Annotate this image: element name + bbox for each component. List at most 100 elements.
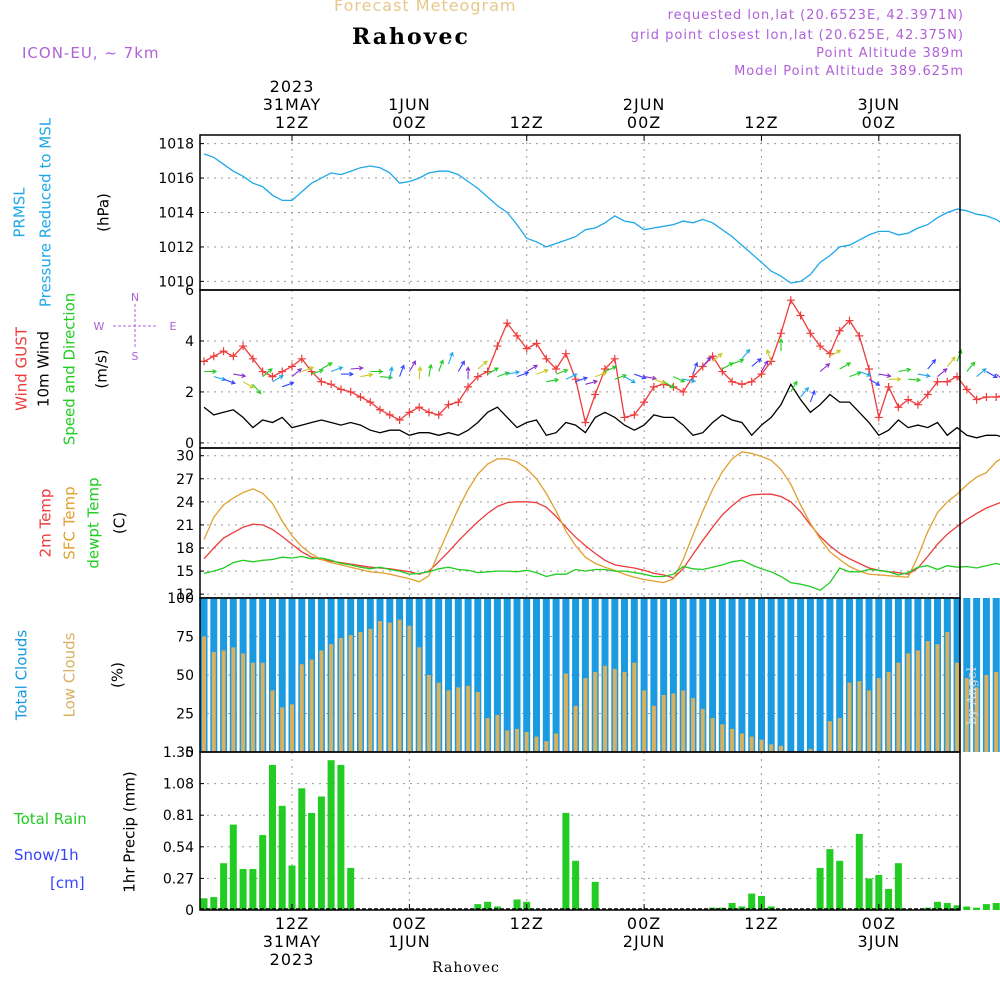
low-cloud-bar [397,619,402,752]
top-tick-label: 00Z [627,113,661,132]
wind-direction-arrow [242,381,255,389]
top-tick-label: 00Z [862,113,896,132]
gust-marker [962,385,971,394]
rain-bar [484,901,492,910]
low-cloud-bar [407,625,412,752]
gust-marker [933,377,942,386]
gust-marker [630,410,639,419]
wind-direction-arrow [595,371,608,378]
wind-direction-arrow [946,356,956,367]
wind-direction-arrow [477,360,488,370]
gust-marker [522,344,531,353]
gust-marker [200,357,208,366]
rain-bar [992,903,1000,910]
wind-direction-arrow [800,386,810,398]
wind-direction-arrow [829,349,842,357]
low-cloud-bar [974,687,979,752]
low-cloud-bar [759,739,764,752]
wind-direction-arrow [272,375,284,383]
low-cloud-bar [515,728,519,752]
y-tick-label: 0.81 [163,808,194,824]
gust-marker [376,405,385,414]
y-tick-label: 1016 [158,171,194,187]
gust-marker [336,385,345,394]
low-cloud-bar [456,687,461,752]
panel-temperature: 12 15 18 21 24 27 30 2m Temp SFC Temp dewpt Temp (… [37,447,1000,603]
gust-marker [493,342,502,351]
total-cloud-bar [709,598,717,752]
gust-marker [561,349,570,358]
total-cloud-bar [689,598,697,752]
gust-marker [385,410,394,419]
low-cloud-bar [280,707,285,752]
wind-direction-arrow [388,366,394,380]
wind-direction-arrow [565,373,578,380]
bottom-tick-label: 00Z [862,914,896,933]
compass-north: N [131,291,139,304]
compass-east: E [170,320,177,333]
total-cloud-bar [650,598,658,752]
rain-bar [572,860,580,910]
wind-direction-arrow [301,366,315,373]
wind-direction-arrow [849,371,862,378]
gust-marker [649,382,658,391]
wind-direction-arrow [683,378,697,384]
wind-direction-arrow [731,358,745,365]
y-tick-label: 1.35 [163,745,194,761]
total-cloud-bar [777,598,785,752]
low-cloud-bar [358,631,363,752]
low-cloud-bar [202,636,206,752]
wind-direction-arrow [614,373,628,380]
total-cloud-bar [640,598,648,752]
wind-direction-arrow [927,358,937,370]
low-cloud-bar [994,671,999,752]
gust-marker [728,377,737,386]
low-cloud-bar [642,690,647,752]
gust-marker [806,329,815,338]
y-tick-label: 0 [185,745,194,761]
top-tick-label: 2JUN [623,95,666,114]
gust-marker [679,387,688,396]
wind-direction-arrow [765,349,772,362]
low-cloud-bar [681,690,686,752]
rain-label: Total Rain [13,810,87,828]
bottom-tick-label: 2023 [270,950,315,969]
low-cloud-bar [915,650,920,752]
gust-marker [248,354,257,363]
gust-marker [825,349,834,358]
rain-bar [298,788,306,910]
total-cloud-bar [855,598,863,752]
gust-marker [708,352,717,361]
total-cloud-bar [875,598,883,752]
bottom-tick-label: 00Z [627,914,661,933]
wind-direction-arrow [604,365,617,372]
y-tick-label: 1.08 [163,777,194,793]
total-cloud-bar [806,598,814,752]
low-cloud-bar [945,631,950,752]
point-altitude: Point Altitude 389m [816,46,964,61]
gust-marker [415,403,424,412]
rain-bar [269,764,276,910]
rain-bar [943,903,951,910]
rain-bar [826,849,834,910]
wind-direction-arrow [976,368,987,378]
y-tick-label: 27 [176,472,194,488]
low-cloud-bar [534,736,539,752]
total-cloud-bar [748,598,756,752]
low-cloud-bar [378,621,382,752]
wind-direction-arrow [898,367,912,373]
panel-label: Pressure Reduced to MSL [37,117,55,307]
gust-marker [356,393,365,402]
top-tick-label: 00Z [392,113,426,132]
wind-direction-arrow [487,367,500,375]
low-cloud-bar [867,690,871,752]
wind-direction-arrow [692,361,699,375]
series-sfc-temp [203,451,1000,584]
gust-marker [845,316,854,325]
gust-marker [483,367,492,376]
gust-marker [855,331,864,340]
low-cloud-bar [769,744,774,752]
rain-bar [562,812,570,910]
wind-direction-arrow [722,362,734,370]
